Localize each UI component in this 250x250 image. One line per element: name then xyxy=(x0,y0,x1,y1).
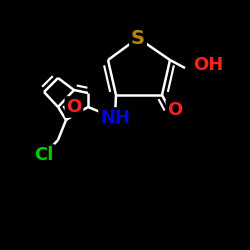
Text: S: S xyxy=(131,28,145,48)
Text: O: O xyxy=(66,98,82,116)
Text: NH: NH xyxy=(100,109,130,127)
Text: O: O xyxy=(168,101,182,119)
Text: OH: OH xyxy=(193,56,223,74)
Text: Cl: Cl xyxy=(34,146,54,164)
